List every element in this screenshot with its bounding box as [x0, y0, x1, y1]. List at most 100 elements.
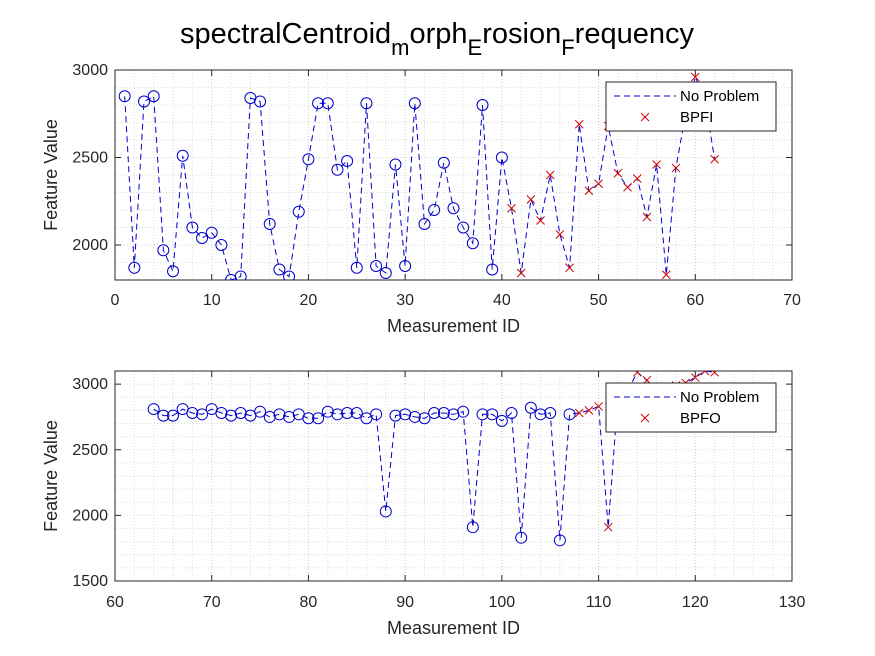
no-problem-point	[505, 407, 518, 419]
no-problem-point	[157, 244, 170, 257]
no-problem-point	[524, 401, 537, 414]
fault-point	[603, 522, 613, 532]
x-tick-label: 0	[111, 292, 120, 309]
no-problem-point	[312, 412, 325, 425]
no-problem-point	[234, 270, 247, 280]
x-tick-label: 10	[203, 292, 221, 309]
no-problem-point	[370, 260, 383, 272]
x-tick-label: 110	[586, 594, 612, 611]
fault-point	[507, 203, 516, 213]
no-problem-point	[350, 261, 363, 274]
fault-point	[526, 195, 536, 204]
fault-point	[700, 371, 710, 376]
x-tick-label: 60	[106, 594, 124, 611]
no-problem-point	[292, 205, 305, 218]
no-problem-point	[273, 263, 286, 276]
no-problem-point	[418, 412, 431, 425]
legend-label-no-problem: No Problem	[680, 88, 759, 105]
no-problem-point	[225, 409, 238, 422]
no-problem-point	[225, 274, 238, 280]
no-problem-point	[534, 408, 547, 421]
no-problem-point	[408, 97, 421, 110]
no-problem-point	[128, 261, 141, 274]
no-problem-point	[254, 405, 267, 418]
no-problem-point	[379, 505, 392, 518]
fault-point	[690, 72, 700, 82]
no-problem-point	[466, 521, 479, 534]
legend-box	[605, 382, 777, 433]
no-problem-point	[399, 408, 412, 421]
chart-title: spectralCentroidmorphErosionFrequency	[180, 18, 694, 60]
fault-point	[584, 186, 594, 196]
x-tick-label: 20	[300, 292, 318, 309]
legend-label-fault: BPFI	[680, 109, 713, 126]
fault-point	[536, 216, 545, 225]
axes-box	[114, 69, 793, 281]
no-problem-point	[544, 407, 557, 419]
no-problem-point	[428, 204, 441, 216]
fault-point	[671, 163, 681, 173]
no-problem-point	[476, 408, 489, 421]
no-problem-point	[563, 408, 576, 421]
no-problem-point	[302, 153, 315, 166]
no-problem-point	[234, 407, 247, 419]
no-problem-point	[476, 99, 489, 111]
no-problem-point	[341, 155, 354, 167]
y-tick-label: 2500	[72, 442, 108, 459]
x-tick-label: 100	[489, 594, 516, 611]
x-tick-label: 90	[396, 594, 414, 611]
no-problem-point	[157, 409, 170, 422]
subplot-bottom: 60 70 80 90 100 110 120 130 1500 2000 2500 3000 Meas…	[41, 370, 805, 638]
fault-point	[574, 408, 584, 418]
no-problem-point	[350, 407, 363, 419]
fault-point	[555, 230, 565, 239]
fault-point	[652, 160, 661, 169]
no-problem-point	[447, 202, 460, 215]
fault-point	[632, 174, 642, 183]
x-tick-label: 60	[686, 292, 704, 309]
series-line	[124, 75, 716, 280]
fault-point	[661, 270, 671, 280]
subplot-top: 0 10 20 30 40 50 60 70 2000 2500 3000 Measurement I…	[41, 62, 801, 336]
fault-point	[516, 268, 526, 278]
legend-marker-fault	[640, 112, 650, 122]
fault-point	[545, 170, 555, 180]
no-problem-point	[418, 218, 431, 230]
no-problem-point	[186, 221, 199, 234]
no-problem-point	[167, 409, 180, 422]
no-problem-point	[370, 408, 383, 421]
no-problem-point	[215, 407, 228, 419]
no-problem-point	[331, 163, 344, 176]
y-tick-label: 2000	[72, 507, 108, 524]
no-problem-point	[186, 407, 199, 419]
no-problem-point	[321, 97, 334, 110]
legend: No Problem BPFO	[605, 382, 777, 433]
no-problem-point	[437, 407, 450, 419]
legend-box	[605, 81, 777, 132]
no-problem-point	[466, 237, 479, 250]
x-axis-label: Measurement ID	[387, 316, 520, 336]
no-problem-point	[254, 95, 267, 108]
axes-box	[114, 370, 793, 582]
fault-point	[584, 406, 594, 415]
no-problem-point	[176, 149, 189, 162]
no-problem-point	[302, 412, 315, 425]
no-problem-point	[447, 408, 460, 421]
no-problem-point	[283, 270, 296, 280]
x-tick-label: 70	[203, 594, 221, 611]
y-tick-label: 1500	[72, 573, 108, 590]
legend-label-fault: BPFO	[680, 410, 721, 427]
no-problem-point	[205, 226, 218, 239]
no-problem-point	[515, 531, 528, 544]
y-tick-label: 2500	[72, 150, 108, 167]
fault-point	[690, 373, 700, 382]
no-problem-point	[263, 218, 276, 230]
fault-point	[594, 179, 603, 189]
x-tick-label: 50	[590, 292, 608, 309]
fault-point	[623, 182, 632, 192]
fault-point	[710, 154, 719, 164]
no-problem-point	[553, 534, 566, 547]
no-problem-point	[486, 263, 499, 276]
no-problem-point	[341, 407, 354, 419]
